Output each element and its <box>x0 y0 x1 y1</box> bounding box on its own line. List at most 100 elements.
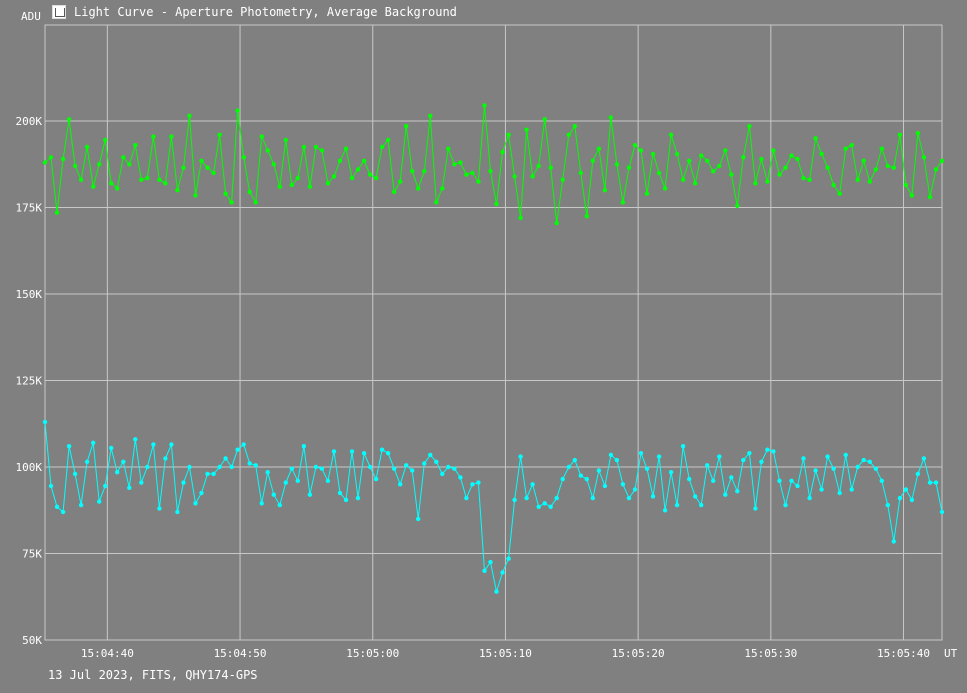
chart-title: Light Curve - Aperture Photometry, Avera… <box>74 5 457 19</box>
data-point <box>205 165 210 170</box>
camera-app-icon[interactable] <box>52 5 66 19</box>
data-point <box>163 181 168 186</box>
data-point <box>379 144 385 150</box>
y-tick-label: 75K <box>22 548 42 561</box>
data-point <box>452 466 457 471</box>
data-point <box>42 160 48 165</box>
data-point <box>638 148 644 153</box>
data-point <box>723 492 728 497</box>
plot-frame <box>44 24 943 641</box>
data-point <box>145 464 150 470</box>
data-point <box>717 163 722 169</box>
data-point <box>843 452 848 458</box>
data-point <box>361 451 367 456</box>
data-point <box>741 457 746 463</box>
data-point <box>807 177 812 182</box>
x-tick-label: 15:05:30 <box>744 647 797 660</box>
data-point <box>566 132 571 137</box>
data-point <box>307 184 313 189</box>
data-point <box>416 516 421 522</box>
data-point <box>927 194 933 200</box>
x-tick-label: 15:04:50 <box>214 647 267 660</box>
data-point <box>54 210 60 215</box>
data-point <box>572 124 577 129</box>
data-point <box>885 163 890 169</box>
data-point <box>72 471 78 477</box>
y-tick-label: 50K <box>22 634 42 647</box>
data-point <box>687 476 692 482</box>
data-point <box>253 200 258 205</box>
data-point <box>139 480 144 485</box>
data-point <box>614 162 620 167</box>
data-point <box>367 172 373 177</box>
data-point <box>885 502 890 508</box>
data-point <box>494 589 499 594</box>
y-tick-labels: 50K 75K 100K 125K 150K 175K 200K <box>16 115 43 647</box>
data-point <box>789 153 794 158</box>
data-point <box>693 181 698 186</box>
data-point <box>897 495 903 501</box>
data-point <box>524 127 529 132</box>
data-point <box>620 200 626 205</box>
footer-caption: 13 Jul 2023, FITS, QHY174-GPS <box>48 668 258 682</box>
data-point <box>506 556 511 561</box>
data-point <box>133 143 138 148</box>
data-point <box>933 167 939 172</box>
data-point <box>392 189 397 195</box>
data-point <box>476 480 481 485</box>
data-point <box>139 177 144 182</box>
data-point <box>60 509 66 515</box>
data-point <box>488 169 493 174</box>
data-point <box>265 148 270 153</box>
data-point <box>548 504 553 509</box>
data-point <box>735 203 740 208</box>
data-point <box>115 186 120 191</box>
data-point <box>873 167 878 172</box>
data-point <box>542 501 547 506</box>
series-line <box>44 105 943 224</box>
data-point <box>662 186 668 191</box>
data-point <box>867 179 872 184</box>
data-point <box>446 464 451 470</box>
data-point <box>151 134 156 139</box>
data-point <box>584 476 589 482</box>
data-point <box>404 124 409 129</box>
series-0 <box>42 103 945 226</box>
data-point <box>289 466 294 471</box>
data-point <box>861 457 866 463</box>
data-point <box>795 156 800 162</box>
data-point <box>259 134 264 139</box>
data-point <box>48 155 54 160</box>
data-point <box>903 487 909 492</box>
data-point <box>84 144 90 150</box>
data-point <box>554 495 559 501</box>
data-point <box>78 502 84 508</box>
data-point <box>626 165 632 170</box>
x-axis-unit: UT <box>944 647 958 660</box>
data-point <box>109 181 114 186</box>
y-tick-label: 125K <box>16 375 43 388</box>
data-point <box>271 492 276 497</box>
data-point <box>644 191 650 196</box>
data-point <box>590 495 595 501</box>
data-point <box>584 214 589 219</box>
data-point <box>127 162 132 167</box>
data-point <box>229 464 234 470</box>
data-point <box>181 480 186 485</box>
series-layer <box>42 103 945 594</box>
data-point <box>373 175 379 181</box>
data-point <box>295 175 300 181</box>
data-point <box>103 137 108 143</box>
data-point <box>175 188 180 193</box>
data-point <box>831 182 836 188</box>
data-point <box>398 482 403 487</box>
data-point <box>735 489 740 494</box>
data-point <box>199 158 204 163</box>
data-point <box>277 184 282 189</box>
data-point <box>536 504 541 509</box>
data-point <box>217 464 222 470</box>
data-point <box>921 155 927 160</box>
data-point <box>193 501 198 506</box>
data-point <box>548 165 553 170</box>
